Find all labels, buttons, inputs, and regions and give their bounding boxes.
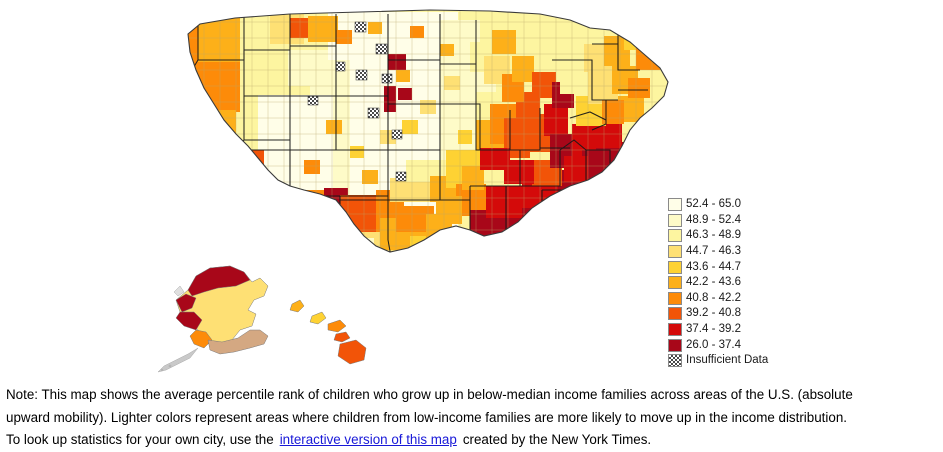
legend-swatch-hatch xyxy=(668,354,682,368)
legend-swatch xyxy=(668,260,682,274)
legend-label: 37.4 - 39.2 xyxy=(686,323,741,336)
legend-label: 43.6 - 44.7 xyxy=(686,260,741,273)
legend-label: 26.0 - 37.4 xyxy=(686,338,741,351)
legend-label: 48.9 - 52.4 xyxy=(686,213,741,226)
legend-item: 48.9 - 52.4 xyxy=(668,213,798,229)
conus-outline xyxy=(187,9,669,253)
note-line-3: To look up statistics for your own city,… xyxy=(6,429,936,452)
legend-label: 44.7 - 46.3 xyxy=(686,245,741,258)
legend-swatch xyxy=(668,229,682,243)
legend-label: 39.2 - 40.8 xyxy=(686,307,741,320)
legend-item: 52.4 - 65.0 xyxy=(668,197,798,213)
legend-label: Insufficient Data xyxy=(686,354,769,367)
note-line-3-prefix: To look up statistics for your own city,… xyxy=(6,432,274,448)
legend-label: 42.2 - 43.6 xyxy=(686,276,741,289)
legend-swatch xyxy=(668,338,682,352)
legend-item: 39.2 - 40.8 xyxy=(668,306,798,322)
map-svg xyxy=(140,0,680,378)
legend-swatch xyxy=(668,307,682,321)
legend-item: 40.8 - 42.2 xyxy=(668,291,798,307)
legend-item: 42.2 - 43.6 xyxy=(668,275,798,291)
legend-swatch xyxy=(668,198,682,212)
legend-swatch xyxy=(668,291,682,305)
legend-swatch xyxy=(668,245,682,259)
legend-swatch xyxy=(668,323,682,337)
legend-item-insufficient-data: Insufficient Data xyxy=(668,353,798,369)
legend-swatch xyxy=(668,276,682,290)
hawaii-inset xyxy=(289,299,367,365)
legend-label: 46.3 - 48.9 xyxy=(686,229,741,242)
legend-item: 46.3 - 48.9 xyxy=(668,228,798,244)
note-line-2: upward mobility). Lighter colors represe… xyxy=(6,409,847,425)
note-line-1: Note: This map shows the average percent… xyxy=(6,387,853,402)
map-legend: 52.4 - 65.0 48.9 - 52.4 46.3 - 48.9 44.7… xyxy=(668,197,798,369)
note-line-3-suffix: created by the New York Times. xyxy=(462,432,652,448)
legend-item: 37.4 - 39.2 xyxy=(668,322,798,338)
legend-swatch xyxy=(668,213,682,227)
legend-item: 43.6 - 44.7 xyxy=(668,259,798,275)
legend-label: 40.8 - 42.2 xyxy=(686,291,741,304)
legend-item: 26.0 - 37.4 xyxy=(668,337,798,353)
figure-note: Note: This map shows the average percent… xyxy=(6,384,936,452)
alaska-inset xyxy=(157,265,269,373)
map-figure: 52.4 - 65.0 48.9 - 52.4 46.3 - 48.9 44.7… xyxy=(140,0,798,378)
choropleth-map[interactable] xyxy=(140,0,680,378)
interactive-map-link[interactable]: interactive version of this map xyxy=(279,432,457,448)
legend-label: 52.4 - 65.0 xyxy=(686,198,741,211)
legend-item: 44.7 - 46.3 xyxy=(668,244,798,260)
